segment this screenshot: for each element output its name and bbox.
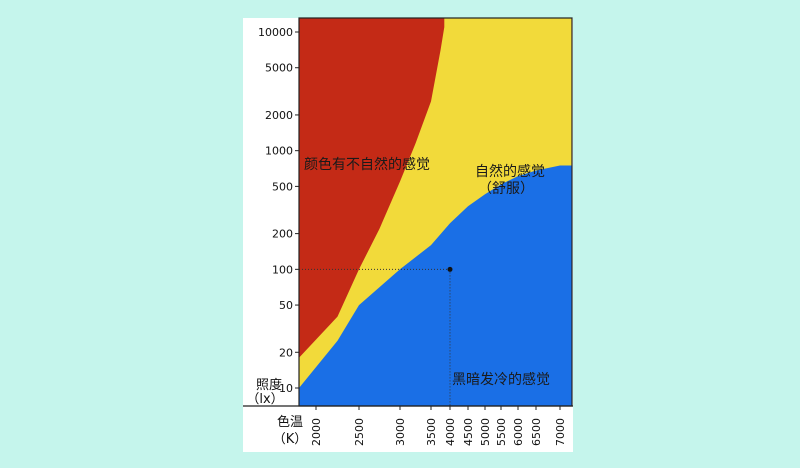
- region-label-dark-cold: 黑暗发冷的感觉: [452, 371, 550, 388]
- y-axis-label-line2: （lx）: [246, 392, 283, 407]
- x-tick-label: 4000: [444, 418, 457, 446]
- x-tick-label: 6000: [512, 418, 525, 446]
- plot-area: [299, 18, 572, 406]
- y-tick-label: 500: [272, 180, 293, 193]
- y-tick-label: 50: [279, 299, 293, 312]
- x-tick-label: 3500: [425, 418, 438, 446]
- region-unnatural-color: [299, 18, 445, 358]
- x-tick-label: 4500: [462, 418, 475, 446]
- x-tick-label: 2000: [310, 418, 323, 446]
- y-tick-label: 5000: [265, 62, 293, 75]
- x-tick-label: 6500: [530, 418, 543, 446]
- x-tick-label: 2500: [353, 418, 366, 446]
- y-tick-label: 20: [279, 346, 293, 359]
- y-tick-label: 10000: [258, 26, 293, 39]
- y-axis-ticks: 10 20 50 100 200 500 1000 2000 5000 10000: [258, 26, 299, 395]
- region-label-natural-line1: 自然的感觉: [475, 163, 545, 180]
- region-label-unnatural: 颜色有不自然的感觉: [304, 156, 430, 173]
- x-axis-label-line2: （K）: [273, 432, 308, 447]
- x-axis-ticks: 2000 2500 3000 3500 4000 4500 5000 5500 6000 6500…: [310, 406, 567, 446]
- x-tick-label: 3000: [394, 418, 407, 446]
- reference-point: [447, 266, 453, 272]
- y-axis-label-line1: 照度: [256, 377, 282, 393]
- x-tick-label: 7000: [554, 418, 567, 446]
- x-tick-label: 5000: [479, 418, 492, 446]
- x-axis-label-line1: 色温: [277, 414, 303, 430]
- y-tick-label: 100: [272, 263, 293, 276]
- x-tick-label: 5500: [495, 418, 508, 446]
- y-tick-label: 1000: [265, 145, 293, 158]
- region-label-natural-line2: （舒服）: [478, 181, 534, 197]
- y-tick-label: 2000: [265, 109, 293, 122]
- y-tick-label: 10: [279, 382, 293, 395]
- y-tick-label: 200: [272, 228, 293, 241]
